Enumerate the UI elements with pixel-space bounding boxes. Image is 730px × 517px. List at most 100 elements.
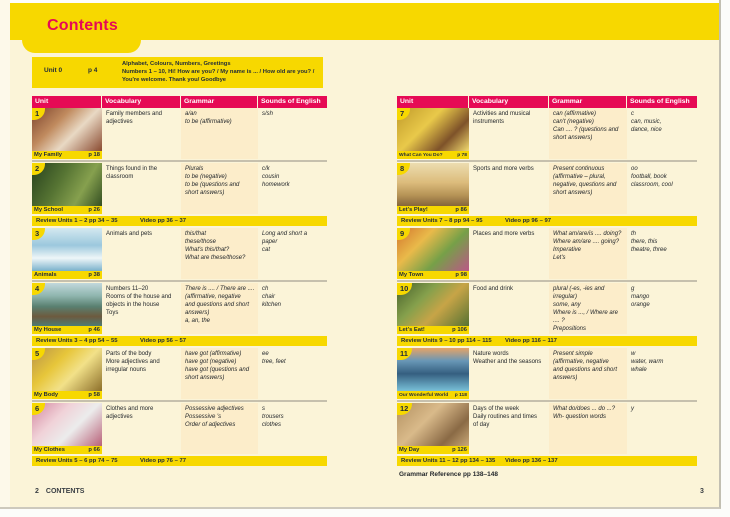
contents-title-tab: Contents: [22, 3, 141, 53]
unit-11-vocabulary: Nature words Weather and the seasons: [473, 351, 542, 365]
col-header-unit: Unit: [32, 96, 102, 108]
unit-row-7: 7 What Can You Do? p 78 Activities and m…: [397, 108, 697, 159]
unit-row-9: 9 My Town p 98 Places and more verbs Wha…: [397, 228, 697, 279]
col-header-sounds: Sounds of English: [627, 96, 697, 108]
unit-9-photo-cell: 9 My Town p 98: [397, 228, 469, 279]
unit-5-photo: 5: [32, 348, 102, 391]
unit-8-photo-cell: 8 Let's Play! p 86: [397, 163, 469, 214]
unit-title: My Family: [34, 152, 63, 158]
unit-row-5: 5 My Body p 58 Parts of the body More ad…: [32, 348, 327, 399]
toc-left-table: Unit Vocabulary Grammar Sounds of Englis…: [32, 96, 327, 468]
unit-6-grammar: Possessive adjectives Possessive 's Orde…: [181, 403, 258, 454]
page-left-edge: [0, 0, 10, 507]
unit-10-vocabulary: Food and drink: [473, 286, 514, 292]
unit-row-10: 10 Let's Eat! p 106 Food and drink plura…: [397, 283, 697, 334]
review-bar-units-11-12: Review Units 11 – 12 pp 134 – 135 Video …: [397, 456, 697, 466]
unit-page-ref: p 26: [88, 207, 100, 213]
review-video-label: Video pp 96 – 97: [505, 218, 552, 224]
review-bar-units-9-10: Review Units 9 – 10 pp 114 – 115 Video p…: [397, 336, 697, 346]
review-bar-units-7-8: Review Units 7 – 8 pp 94 – 95 Video pp 9…: [397, 216, 697, 226]
unit-2-caption: My School p 26: [32, 206, 102, 214]
unit-page-ref: p 126: [452, 447, 467, 453]
unit-number-badge: 2: [32, 163, 45, 175]
unit-1-photo: 1: [32, 108, 102, 151]
unit-4-vocabulary: Numbers 11–20 Rooms of the house and obj…: [106, 286, 172, 316]
unit-page-ref: p 46: [88, 327, 100, 333]
row-divider: [397, 280, 697, 282]
unit-title: My School: [34, 207, 63, 213]
unit-3-caption: Animals p 38: [32, 271, 102, 279]
toc-right-table: Unit Vocabulary Grammar Sounds of Englis…: [397, 96, 697, 478]
col-header-vocabulary: Vocabulary: [102, 96, 181, 108]
unit-9-vocabulary: Places and more verbs: [473, 231, 535, 237]
unit-5-sounds: ee tree, feet: [262, 351, 286, 365]
unit-title: Let's Eat!: [399, 327, 425, 333]
unit-row-6: 6 My Clothes p 66 Clothes and more adjec…: [32, 403, 327, 454]
unit-row-12: 12 My Day p 126 Days of the week Daily r…: [397, 403, 697, 454]
unit-12-vocabulary: Days of the week Daily routines and time…: [473, 406, 538, 428]
unit-4-photo-cell: 4 My House p 46: [32, 283, 102, 334]
unit-12-sounds: y: [631, 406, 634, 412]
unit-title: Our Wonderful World: [399, 392, 449, 398]
unit-12-photo-cell: 12 My Day p 126: [397, 403, 469, 454]
review-label: Review Units 5 – 6 pp 74 – 75: [36, 458, 118, 464]
unit-10-caption: Let's Eat! p 106: [397, 326, 469, 334]
col-header-grammar: Grammar: [549, 96, 627, 108]
unit-7-grammar: can (affirmative) can't (negative) Can .…: [549, 108, 627, 159]
unit-9-photo: 9: [397, 228, 469, 271]
unit-12-photo: 12: [397, 403, 469, 446]
col-header-grammar: Grammar: [181, 96, 258, 108]
unit-title: What Can You Do?: [399, 152, 443, 158]
unit-number-badge: 12: [397, 403, 413, 415]
footer-left: 2 CONTENTS: [35, 488, 84, 495]
unit-2-photo: 2: [32, 163, 102, 206]
unit-row-3: 3 Animals p 38 Animals and pets this/tha…: [32, 228, 327, 279]
unit-11-photo: 11: [397, 348, 469, 391]
review-video-label: Video pp 56 – 57: [140, 338, 187, 344]
col-header-vocabulary: Vocabulary: [469, 96, 549, 108]
footer-section-label: CONTENTS: [45, 488, 85, 495]
unit-7-caption: What Can You Do? p 78: [397, 151, 469, 159]
unit-title: My Body: [34, 392, 59, 398]
unit-page-ref: p 18: [88, 152, 100, 158]
unit-12-grammar: What do/does ... do ...? Wh- question wo…: [549, 403, 627, 454]
unit-number-badge: 8: [397, 163, 410, 175]
col-header-sounds: Sounds of English: [258, 96, 327, 108]
unit-6-photo: 6: [32, 403, 102, 446]
right-page-number: 3: [700, 488, 704, 495]
unit-number-badge: 11: [397, 348, 412, 360]
unit-8-vocabulary: Sports and more verbs: [473, 166, 534, 172]
unit-title: Animals: [34, 272, 57, 278]
unit-5-caption: My Body p 58: [32, 391, 102, 399]
unit-2-vocabulary: Things found in the classroom: [106, 166, 158, 180]
unit-10-photo-cell: 10 Let's Eat! p 106: [397, 283, 469, 334]
unit-number-badge: 1: [32, 108, 45, 120]
toc-left-header: Unit Vocabulary Grammar Sounds of Englis…: [32, 96, 327, 108]
unit-page-ref: p 86: [455, 207, 467, 213]
unit-0-page: p 4: [88, 67, 98, 74]
unit-8-grammar: Present continuous (affirmative – plural…: [549, 163, 627, 214]
unit-page-ref: p 78: [457, 152, 467, 158]
unit-11-grammar: Present simple (affirmative, negative an…: [549, 348, 627, 399]
unit-3-sounds: Long and short a paper cat: [262, 231, 308, 253]
unit-page-ref: p 58: [88, 392, 100, 398]
unit-7-photo-cell: 7 What Can You Do? p 78: [397, 108, 469, 159]
unit-row-11: 11 Our Wonderful World p 118 Nature word…: [397, 348, 697, 399]
grammar-reference-line: Grammar Reference pp 138–148: [399, 471, 499, 478]
unit-number-badge: 10: [397, 283, 413, 295]
unit-3-photo-cell: 3 Animals p 38: [32, 228, 102, 279]
review-video-label: Video pp 116 – 117: [505, 338, 557, 344]
unit-page-ref: p 106: [452, 327, 467, 333]
unit-8-photo: 8: [397, 163, 469, 206]
unit-title: My Day: [399, 447, 420, 453]
unit-10-sounds: g mango orange: [631, 286, 650, 308]
unit-1-grammar: a/an to be (affirmative): [181, 108, 258, 159]
unit-0-box: Unit 0 p 4 Alphabet, Colours, Numbers, G…: [32, 57, 323, 88]
unit-6-photo-cell: 6 My Clothes p 66: [32, 403, 102, 454]
unit-page-ref: p 98: [455, 272, 467, 278]
unit-number-badge: 3: [32, 228, 45, 240]
unit-title: My Town: [399, 272, 424, 278]
unit-2-grammar: Plurals to be (negative) to be (question…: [181, 163, 258, 214]
unit-4-photo: 4: [32, 283, 102, 326]
